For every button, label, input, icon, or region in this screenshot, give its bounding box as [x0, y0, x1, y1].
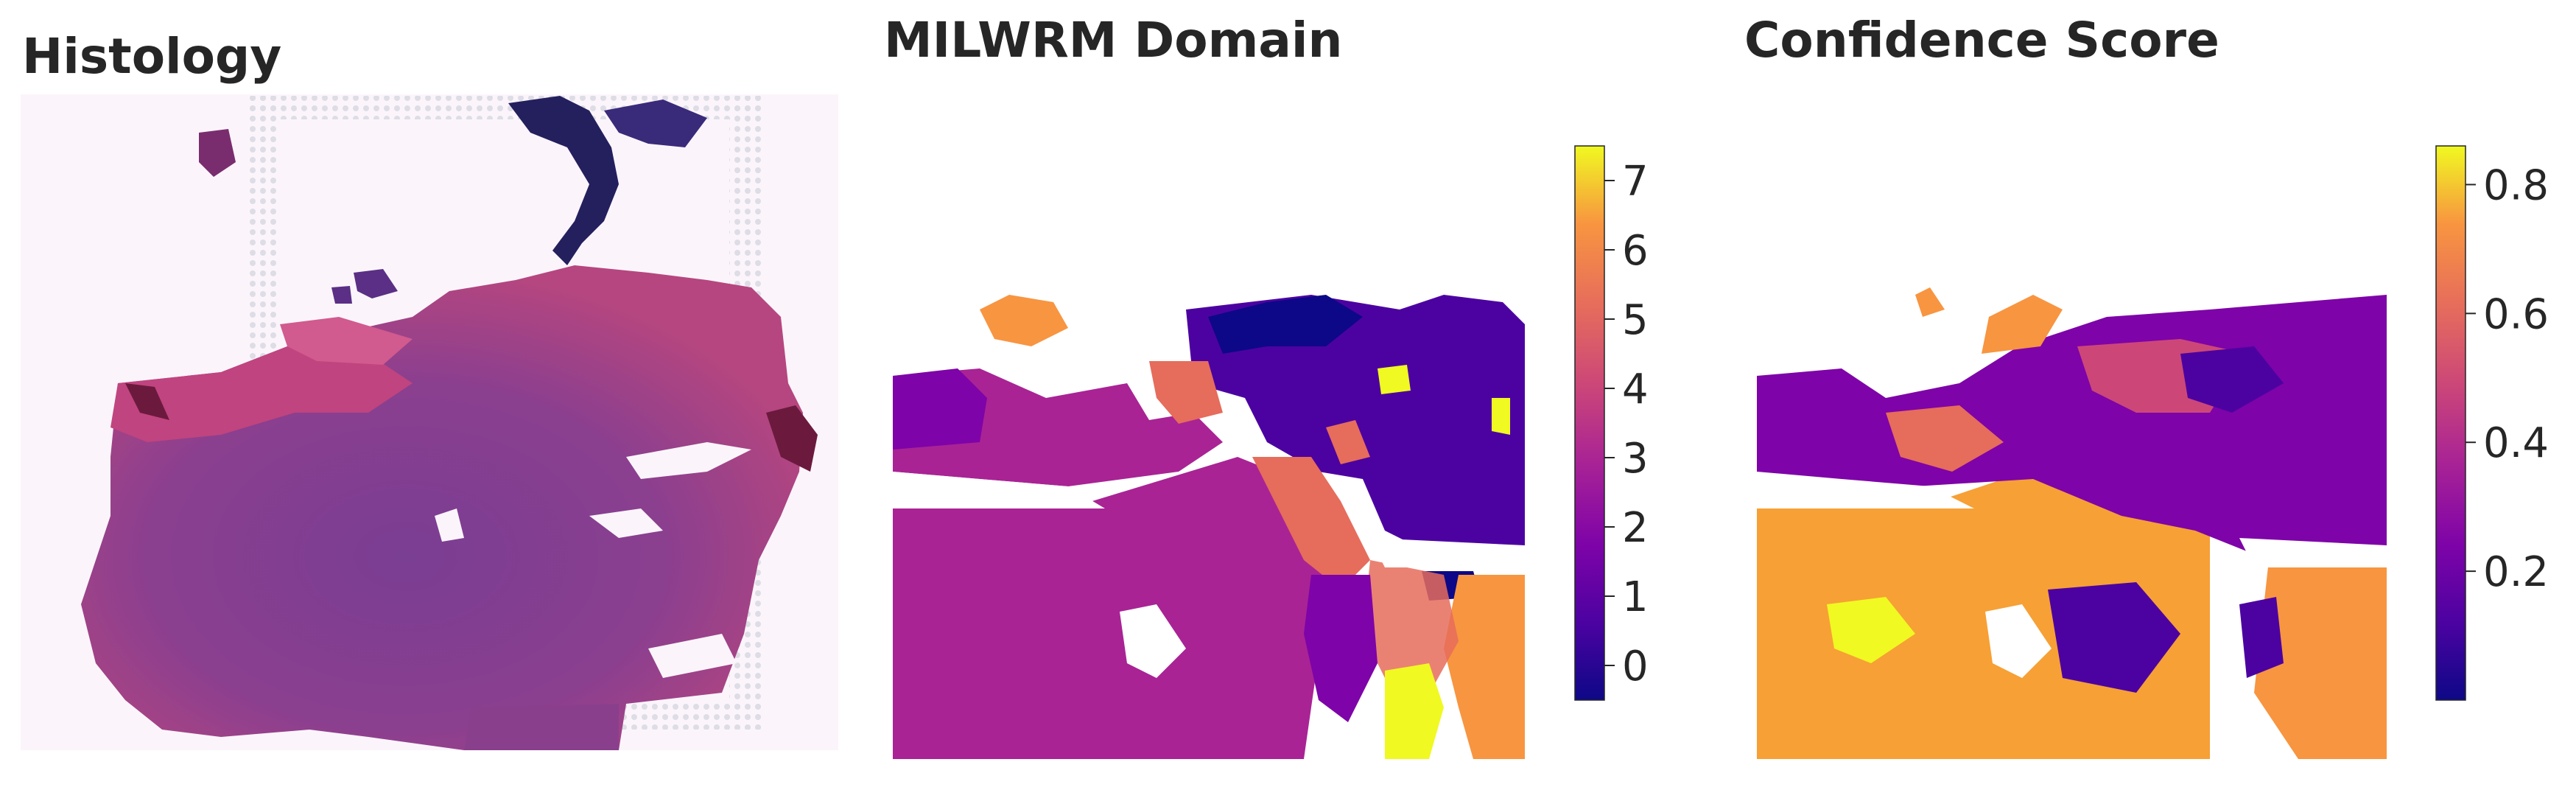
histology-image — [21, 94, 838, 750]
confidence-heatmap — [1757, 287, 2387, 759]
confidence-high-region — [1757, 472, 2210, 759]
domain-colorbar-tick-label: 6 — [1622, 227, 1649, 275]
domain-region-0 — [1208, 295, 1363, 354]
domain-region-4 — [1252, 457, 1370, 590]
domain-colorbar-tick-label: 5 — [1622, 296, 1649, 344]
confidence-colorbar-tick-label: 0.2 — [2483, 548, 2549, 596]
histology-title: Histology — [22, 28, 282, 85]
confidence-colorbar: 0.2 0.4 0.6 0.8 — [2435, 145, 2549, 701]
domain-title: MILWRM Domain — [884, 12, 1343, 69]
domain-colorbar-tick-label: 4 — [1622, 366, 1649, 413]
domain-colorbar-tick-label: 3 — [1622, 435, 1649, 483]
domain-region-7 — [1385, 663, 1444, 759]
domain-region-3 — [893, 457, 1326, 759]
domain-colorbar-tick-label: 2 — [1622, 504, 1649, 552]
domain-colorbar-tick-label: 7 — [1622, 158, 1649, 206]
confidence-colorbar-tick-label: 0.4 — [2483, 419, 2549, 467]
confidence-colorbar-tick-label: 0.8 — [2483, 161, 2549, 209]
domain-colorbar-tick-label: 0 — [1622, 643, 1649, 691]
confidence-colorbar-tick-label: 0.6 — [2483, 290, 2549, 338]
domain-region-6 — [1444, 575, 1525, 759]
domain-colorbar: 0 1 2 3 4 5 6 7 — [1574, 145, 1649, 701]
domain-heatmap — [893, 295, 1525, 759]
domain-region-2 — [893, 368, 987, 450]
confidence-title: Confidence Score — [1744, 12, 2219, 69]
domain-colorbar-tick-label: 1 — [1622, 573, 1649, 621]
